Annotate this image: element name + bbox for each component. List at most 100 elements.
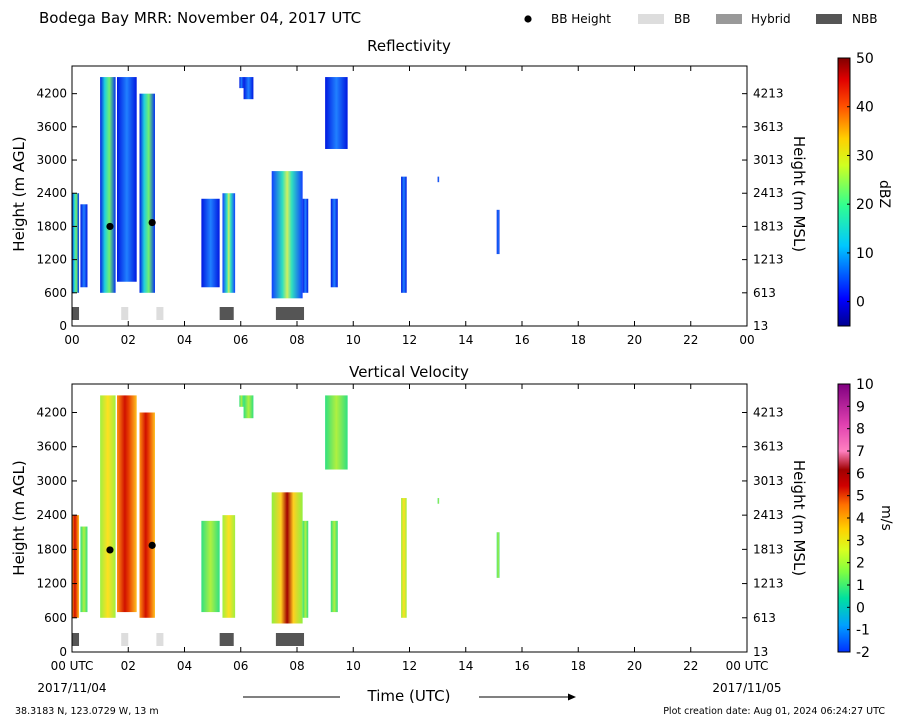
vertical-velocity-y-tick-label-0: 0 xyxy=(59,645,67,659)
vertical-velocity-colorbar-tick-1: -1 xyxy=(856,623,870,639)
reflectivity-colorbar: 0 10 20 30 40 50 xyxy=(837,51,874,327)
reflectivity-y-tick-right-label-1: 613 xyxy=(753,286,776,300)
vertical-velocity-colorbar-tick-7: 5 xyxy=(856,489,865,505)
vertical-velocity-bb-type-bar-2 xyxy=(156,633,164,646)
reflectivity-y-tick-right-label-6: 3613 xyxy=(753,120,784,134)
reflectivity-colorbar-tick-0: 0 xyxy=(856,295,865,311)
vertical-velocity-title: Vertical Velocity xyxy=(349,363,469,381)
vertical-velocity-y-tick-right-label-6: 3613 xyxy=(753,440,784,454)
vertical-velocity-echo-1 xyxy=(80,526,88,613)
reflectivity-y-tick-right-label-4: 2413 xyxy=(753,186,784,200)
vertical-velocity-echo-11 xyxy=(496,532,500,578)
reflectivity-colorbar-label: dBZ xyxy=(876,180,892,208)
vertical-velocity-echo-13 xyxy=(325,395,348,470)
reflectivity-y-tick-label-2: 1200 xyxy=(36,253,67,267)
reflectivity-bb-type-bar-0 xyxy=(72,307,80,320)
vertical-velocity-y-axis-right-label: Height (m MSL) xyxy=(790,460,808,576)
vertical-velocity-bb-type-bar-3 xyxy=(219,633,234,646)
vertical-velocity-x-tick-label-9: 18 xyxy=(571,659,586,673)
reflectivity-bb-height-point-0 xyxy=(106,222,114,231)
vertical-velocity-y-tick-right-label-2: 1213 xyxy=(753,577,784,591)
reflectivity-x-tick-label-7: 14 xyxy=(458,333,473,347)
vertical-velocity-colorbar-tick-12: 10 xyxy=(856,377,874,393)
reflectivity-echo-10 xyxy=(401,176,407,293)
reflectivity-echo-13 xyxy=(325,77,348,149)
legend-hybrid-swatch xyxy=(716,14,742,24)
reflectivity-title: Reflectivity xyxy=(367,37,451,55)
reflectivity-x-tick-label-0: 00 xyxy=(64,333,79,347)
vertical-velocity-echo-5 xyxy=(201,520,220,613)
vertical-velocity-y-tick-right-label-0: 13 xyxy=(753,645,768,659)
figure-title: Bodega Bay MRR: November 04, 2017 UTC xyxy=(39,9,361,27)
reflectivity-colorbar-tick-2: 20 xyxy=(856,197,874,213)
vertical-velocity-x-tick-label-6: 12 xyxy=(402,659,417,673)
reflectivity-x-tick-label-12: 00 xyxy=(739,333,754,347)
vertical-velocity-colorbar-tick-3: 1 xyxy=(856,578,865,594)
x-date-label-start: 2017/11/04 xyxy=(37,681,106,695)
legend-bb-height-label: BB Height xyxy=(551,12,611,26)
vertical-velocity-x-tick-label-5: 10 xyxy=(346,659,361,673)
vertical-velocity-x-tick-label-1: 02 xyxy=(121,659,136,673)
reflectivity-x-tick-label-8: 16 xyxy=(514,333,529,347)
vertical-velocity-y-tick-label-2: 1200 xyxy=(36,577,67,591)
reflectivity-bb-type-bar-1 xyxy=(121,307,129,320)
vertical-velocity-y-tick-right-label-5: 3013 xyxy=(753,474,784,488)
reflectivity-echo-4 xyxy=(139,93,155,293)
vertical-velocity-panel: Vertical Velocity 00 UTC 02 04 06 08 10 12 14 16… xyxy=(10,363,894,705)
vertical-velocity-echo-2 xyxy=(100,395,116,618)
vertical-velocity-colorbar-tick-6: 4 xyxy=(856,511,865,527)
reflectivity-echo-2 xyxy=(100,77,116,293)
vertical-velocity-echo-3 xyxy=(117,395,137,613)
reflectivity-x-tick-label-2: 04 xyxy=(177,333,192,347)
vertical-velocity-bb-type-bar-0 xyxy=(72,633,80,646)
reflectivity-bb-height-point-1 xyxy=(148,218,156,227)
reflectivity-y-tick-right-label-0: 13 xyxy=(753,319,768,333)
reflectivity-y-tick-label-1: 600 xyxy=(44,286,67,300)
vertical-velocity-y-tick-label-6: 3600 xyxy=(36,440,67,454)
vertical-velocity-echo-9 xyxy=(330,520,338,613)
vertical-velocity-echo-14 xyxy=(239,395,244,407)
legend-bb-height-dot xyxy=(524,15,532,23)
vertical-velocity-y-tick-label-3: 1800 xyxy=(36,542,67,556)
reflectivity-x-tick-label-1: 02 xyxy=(121,333,136,347)
vertical-velocity-x-tick-label-4: 08 xyxy=(289,659,304,673)
reflectivity-y-tick-label-3: 1800 xyxy=(36,219,67,233)
legend-bb-label: BB xyxy=(674,12,690,26)
reflectivity-x-tick-label-9: 18 xyxy=(571,333,586,347)
reflectivity-y-tick-right-label-5: 3013 xyxy=(753,153,784,167)
reflectivity-echo-11 xyxy=(496,209,500,255)
reflectivity-y-axis-right-label: Height (m MSL) xyxy=(790,136,808,252)
reflectivity-bb-type-bar-3 xyxy=(219,307,234,320)
vertical-velocity-colorbar-tick-5: 3 xyxy=(856,533,865,549)
footer-creation-date: Plot creation date: Aug 01, 2024 06:24:2… xyxy=(663,706,885,717)
vertical-velocity-y-tick-right-label-3: 1813 xyxy=(753,542,784,556)
x-date-label-end: 2017/11/05 xyxy=(712,681,781,695)
reflectivity-echo-3 xyxy=(117,77,137,282)
figure-legend: BB Height BB Hybrid NBB xyxy=(524,12,877,26)
reflectivity-x-tick-label-11: 22 xyxy=(683,333,698,347)
vertical-velocity-x-tick-label-10: 20 xyxy=(627,659,642,673)
vertical-velocity-colorbar: -2 -1 0 1 2 3 4 5 6 7 8 9 10 xyxy=(837,377,874,661)
vertical-velocity-colorbar-label: m/s xyxy=(878,505,894,531)
reflectivity-echo-12 xyxy=(243,77,254,100)
legend-bb-swatch xyxy=(638,14,664,24)
reflectivity-bb-type-bar-4 xyxy=(275,307,305,320)
reflectivity-data xyxy=(72,77,500,320)
reflectivity-bb-type-bar-2 xyxy=(156,307,164,320)
reflectivity-echo-1 xyxy=(80,204,88,288)
vertical-velocity-x-tick-label-7: 14 xyxy=(458,659,473,673)
vertical-velocity-bb-height-point-1 xyxy=(148,541,156,549)
reflectivity-y-tick-label-7: 4200 xyxy=(36,87,67,101)
vertical-velocity-colorbar-tick-4: 2 xyxy=(856,556,865,572)
reflectivity-y-tick-right-label-3: 1813 xyxy=(753,219,784,233)
reflectivity-y-axis-label: Height (m AGL) xyxy=(10,136,28,251)
reflectivity-echo-6 xyxy=(222,193,236,293)
reflectivity-echo-5 xyxy=(201,198,220,288)
vertical-velocity-y-tick-label-7: 4200 xyxy=(36,406,67,420)
legend-nbb-label: NBB xyxy=(852,12,877,26)
reflectivity-x-tick-label-6: 12 xyxy=(402,333,417,347)
vertical-velocity-data xyxy=(72,395,500,646)
vertical-velocity-colorbar-tick-11: 9 xyxy=(856,399,865,415)
